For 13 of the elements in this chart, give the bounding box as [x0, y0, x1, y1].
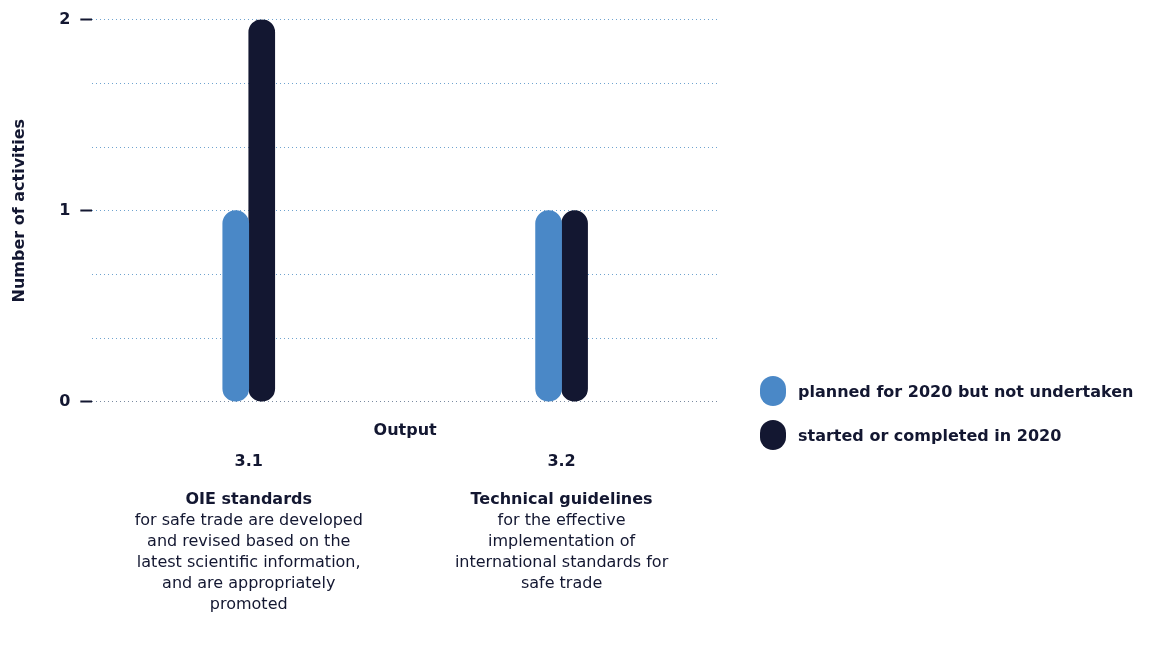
- y-tick-label: 0: [59, 390, 71, 410]
- x-tick-label: 3.2: [547, 450, 576, 470]
- legend-label: planned for 2020 but not undertaken: [798, 381, 1134, 401]
- y-axis-title: Number of activities: [8, 118, 28, 303]
- legend-label: started or completed in 2020: [798, 425, 1062, 445]
- y-tick-label: 2: [59, 8, 71, 28]
- x-tick-label: 3.1: [234, 450, 263, 470]
- text: for the effective implementation of international standards for safe trade: [454, 509, 669, 592]
- y-tick-label: 1: [59, 199, 71, 219]
- text: Technical guidelines: [470, 488, 653, 508]
- text: for safe trade are developed and revised based on the latest scientific information, and are appropriately promoted: [134, 509, 363, 613]
- x-axis-title: Output: [372, 419, 438, 439]
- text: OIE standards: [185, 488, 312, 508]
